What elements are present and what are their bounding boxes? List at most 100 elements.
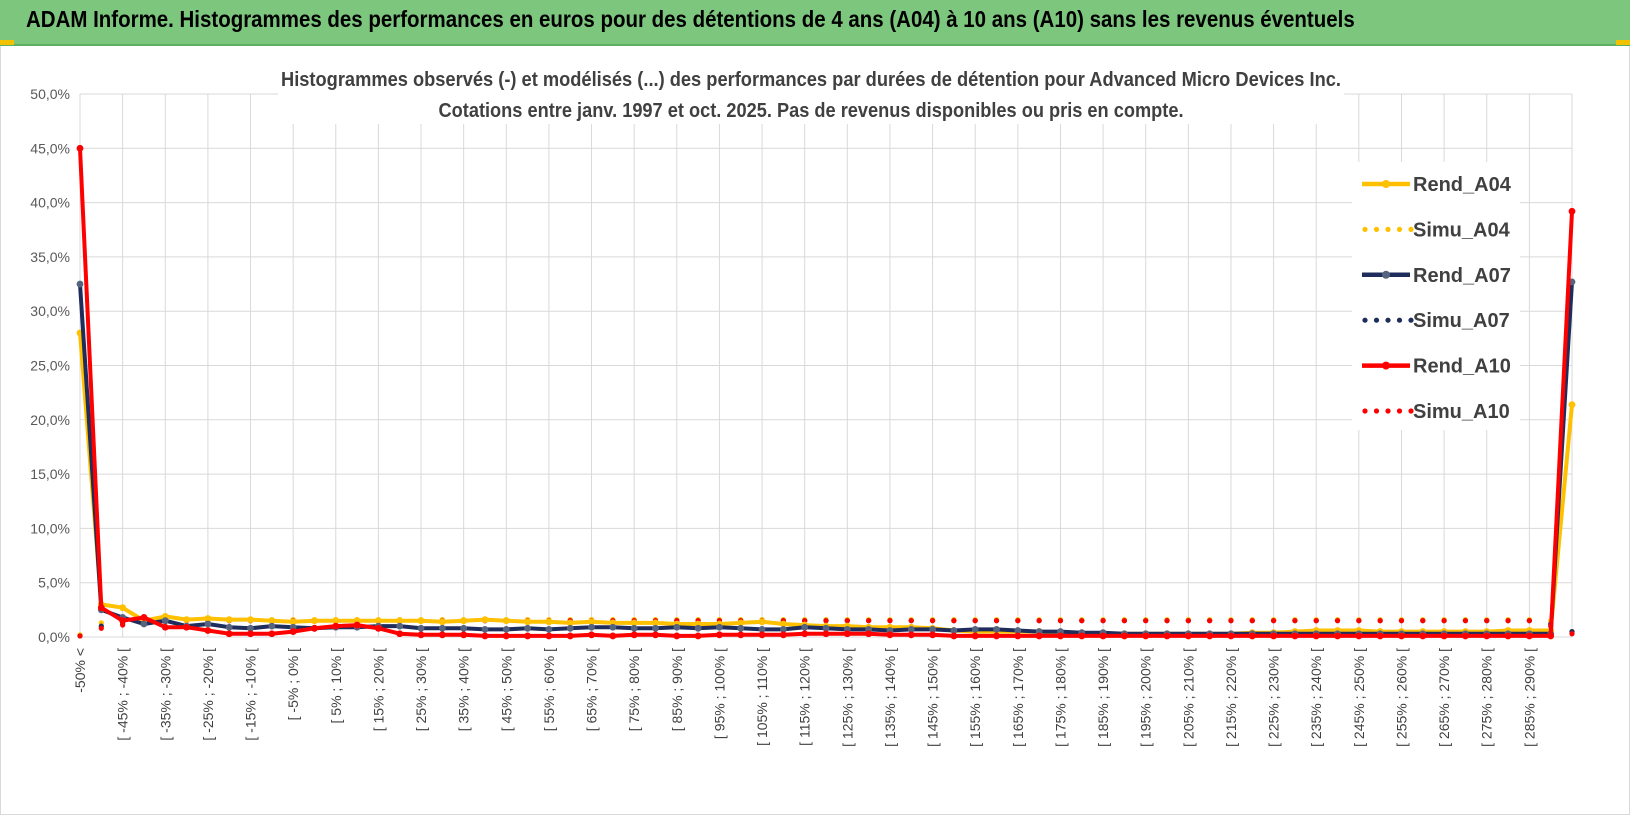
- marker-rend-a10: [652, 631, 659, 639]
- marker-rend-a10: [183, 623, 190, 631]
- marker-rend-a10: [1312, 632, 1320, 640]
- legend-swatch-simu-a10: [1373, 408, 1380, 414]
- corner-accent-left: [0, 40, 14, 45]
- chart-subtitle: Cotations entre janv. 1997 et oct. 2025.…: [439, 100, 1184, 122]
- x-tick-label: [ 135% ; 140% [: [882, 648, 898, 747]
- x-tick-label: [ 105% ; 110% [: [754, 648, 770, 746]
- marker-rend-a04: [460, 617, 468, 625]
- legend-label-simu-a04: Simu_A04: [1413, 219, 1511, 241]
- x-tick-label: [ 155% ; 160% [: [967, 648, 983, 747]
- legend-background: [1352, 162, 1520, 430]
- marker-rend-a10: [779, 631, 787, 639]
- marker-rend-a07: [502, 625, 510, 633]
- legend-marker-rend-a04: [1382, 180, 1390, 188]
- marker-rend-a07: [438, 624, 446, 632]
- marker-rend-a07: [630, 624, 638, 632]
- point-simu-a10: [844, 618, 850, 624]
- y-tick-label: 35,0%: [30, 249, 70, 265]
- marker-rend-a04: [247, 616, 254, 624]
- marker-rend-a10: [1419, 632, 1427, 640]
- marker-rend-a10: [460, 631, 468, 639]
- point-simu-a10: [951, 618, 957, 624]
- x-tick-label: [ 165% ; 170% [: [1010, 648, 1026, 747]
- marker-rend-a10: [1227, 632, 1235, 640]
- marker-rend-a10: [1440, 632, 1448, 640]
- marker-rend-a10: [247, 630, 254, 638]
- marker-rend-a07: [950, 627, 958, 634]
- x-tick-label: [ 275% ; 280% [: [1479, 648, 1495, 747]
- legend-label-rend-a04: Rend_A04: [1413, 174, 1512, 196]
- marker-rend-a04: [1568, 401, 1576, 408]
- marker-rend-a04: [779, 620, 787, 628]
- point-simu-a10: [1079, 618, 1085, 624]
- legend-marker-rend-a10: [1382, 361, 1390, 370]
- marker-rend-a10: [268, 630, 276, 638]
- x-tick-label: [ -35% ; -30% [: [157, 648, 173, 741]
- y-axis: 0,0% 5,0% 10,0% 15,0% 20,0% 25,0% 30,0% 35,0% 40…: [30, 86, 70, 645]
- marker-rend-a10: [311, 624, 318, 632]
- marker-rend-a10: [140, 614, 148, 621]
- marker-rend-a07: [396, 622, 404, 630]
- marker-rend-a10: [1121, 632, 1128, 640]
- point-simu-a10: [1334, 618, 1341, 624]
- legend-swatch-simu-a10: [1362, 408, 1368, 414]
- marker-rend-a04: [268, 617, 276, 625]
- x-tick-label: [ 45% ; 50% [: [498, 648, 514, 731]
- marker-rend-a10: [737, 631, 745, 639]
- x-tick-label: [ 5% ; 10% [: [328, 648, 344, 724]
- marker-rend-a10: [481, 632, 489, 640]
- x-tick-label: [ 75% ; 80% [: [626, 648, 642, 731]
- marker-rend-a04: [183, 616, 190, 624]
- x-tick-label: [ 85% ; 90% [: [669, 648, 685, 731]
- marker-rend-a07: [204, 620, 212, 628]
- marker-rend-a04: [311, 617, 318, 625]
- marker-rend-a10: [609, 632, 617, 640]
- line-rend-a07: [78, 281, 1574, 636]
- legend-swatch-simu-a04: [1362, 226, 1368, 232]
- marker-rend-a10: [907, 631, 915, 639]
- point-simu-a10: [866, 618, 872, 624]
- marker-rend-a10: [822, 630, 830, 638]
- x-tick-label: [ 195% ; 200% [: [1138, 648, 1154, 747]
- legend-swatch-simu-a07: [1373, 317, 1380, 323]
- marker-rend-a10: [353, 621, 361, 629]
- marker-rend-a07: [225, 623, 233, 631]
- marker-rend-a10: [566, 632, 574, 640]
- marker-rend-a10: [950, 632, 958, 640]
- y-tick-label: 25,0%: [30, 358, 70, 374]
- legend-swatch-simu-a04: [1408, 226, 1414, 232]
- point-simu-a10: [98, 625, 104, 631]
- marker-rend-a04: [737, 619, 745, 627]
- marker-rend-a10: [716, 631, 723, 639]
- y-tick-label: 30,0%: [30, 303, 70, 319]
- marker-rend-a10: [1504, 632, 1512, 640]
- marker-rend-a07: [161, 617, 169, 625]
- marker-rend-a10: [758, 631, 766, 639]
- point-simu-a10: [1249, 618, 1255, 624]
- point-simu-a10: [1505, 618, 1511, 624]
- marker-rend-a10: [1099, 632, 1107, 640]
- point-simu-a10: [1207, 618, 1213, 624]
- x-tick-label: [ -5% ; 0% [: [285, 648, 301, 720]
- legend-swatch-simu-a07: [1362, 317, 1368, 323]
- point-simu-a10: [1441, 618, 1447, 624]
- point-simu-a10: [1356, 618, 1362, 624]
- legend-swatch-simu-a10: [1408, 408, 1414, 414]
- marker-rend-a10: [1334, 632, 1341, 640]
- point-simu-a10: [908, 618, 914, 624]
- marker-rend-a04: [524, 618, 531, 626]
- marker-rend-a07: [779, 625, 787, 633]
- legend-swatch-simu-a04: [1385, 226, 1391, 232]
- x-tick-label: [ 15% ; 20% [: [370, 648, 386, 731]
- point-simu-a10: [1015, 618, 1021, 624]
- point-simu-a10: [823, 618, 829, 624]
- x-tick-label: [ 175% ; 180% [: [1052, 648, 1068, 747]
- point-simu-a10: [1121, 618, 1127, 624]
- x-tick-label: [ 185% ; 190% [: [1095, 648, 1111, 747]
- marker-rend-a07: [247, 624, 254, 632]
- point-simu-a10: [1143, 618, 1149, 624]
- marker-rend-a10: [1142, 632, 1150, 640]
- legend-swatch-simu-a07: [1408, 317, 1414, 323]
- x-tick-label: [ 145% ; 150% [: [925, 648, 941, 747]
- marker-rend-a07: [588, 623, 595, 631]
